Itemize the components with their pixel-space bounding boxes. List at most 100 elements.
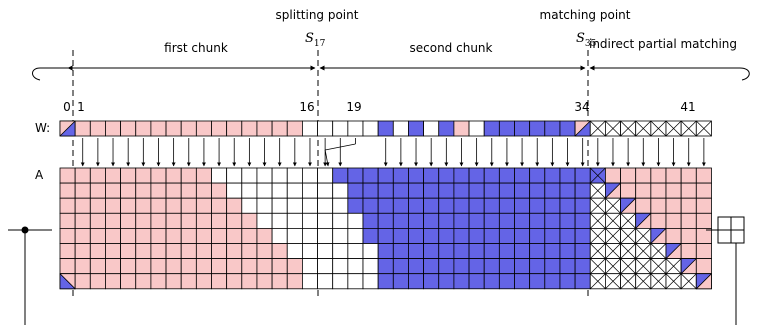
a-cell-1-9 bbox=[195, 182, 212, 199]
a-cell-6-19 bbox=[347, 258, 364, 275]
a-cell-7-24 bbox=[423, 273, 440, 290]
a-cell-7-40 bbox=[665, 273, 682, 290]
a-cell-3-0 bbox=[59, 212, 76, 229]
a-cell-6-15 bbox=[286, 258, 303, 275]
a-cell-3-41 bbox=[680, 212, 697, 229]
a-cell-7-32 bbox=[544, 273, 561, 290]
a-cell-1-31 bbox=[529, 182, 546, 199]
a-cell-7-28 bbox=[483, 273, 500, 290]
a-cell-1-16 bbox=[301, 182, 318, 199]
a-cell-1-35 bbox=[589, 182, 606, 199]
a-cell-3-42 bbox=[695, 212, 712, 229]
a-cell-6-1 bbox=[74, 258, 91, 275]
a-cell-4-26 bbox=[453, 227, 470, 244]
w-cell-38 bbox=[635, 120, 652, 137]
w-cell-25 bbox=[438, 120, 455, 137]
a-cell-6-6 bbox=[150, 258, 167, 275]
a-cell-6-38 bbox=[635, 258, 652, 275]
a-cell-2-42 bbox=[695, 197, 712, 214]
a-cell-7-14 bbox=[271, 273, 288, 290]
a-cell-5-26 bbox=[453, 243, 470, 260]
a-cell-2-2 bbox=[89, 197, 106, 214]
a-cell-1-38 bbox=[635, 182, 652, 199]
a-cell-7-9 bbox=[195, 273, 212, 290]
a-cell-4-30 bbox=[514, 227, 531, 244]
a-cell-0-28 bbox=[483, 167, 500, 184]
index-16: 16 bbox=[299, 100, 314, 114]
a-cell-1-2 bbox=[89, 182, 106, 199]
a-cell-2-5 bbox=[135, 197, 152, 214]
a-cell-7-11 bbox=[226, 273, 243, 290]
w-cell-37 bbox=[620, 120, 637, 137]
a-cell-5-1 bbox=[74, 243, 91, 260]
a-cell-1-25 bbox=[438, 182, 455, 199]
index-34: 34 bbox=[574, 100, 589, 114]
a-cell-1-12 bbox=[241, 182, 258, 199]
w-cell-31 bbox=[529, 120, 546, 137]
a-cell-5-30 bbox=[514, 243, 531, 260]
a-cell-5-23 bbox=[408, 243, 425, 260]
a-cell-7-16 bbox=[301, 273, 318, 290]
a-cell-7-27 bbox=[468, 273, 485, 290]
a-cell-6-20 bbox=[362, 258, 379, 275]
a-cell-3-2 bbox=[89, 212, 106, 229]
a-cell-2-30 bbox=[514, 197, 531, 214]
a-cell-4-8 bbox=[180, 227, 197, 244]
a-cell-6-36 bbox=[605, 258, 621, 275]
a-cell-6-3 bbox=[105, 258, 121, 275]
a-cell-4-19 bbox=[347, 227, 364, 244]
a-cell-5-21 bbox=[377, 243, 394, 260]
w-cell-41 bbox=[680, 120, 697, 137]
a-cell-1-32 bbox=[544, 182, 561, 199]
a-cell-7-30 bbox=[514, 273, 531, 290]
w-cell-39 bbox=[650, 120, 667, 137]
a-cell-2-35 bbox=[589, 197, 606, 214]
index-numbers: 0 1 16 19 34 41 bbox=[63, 100, 695, 114]
a-cell-5-7 bbox=[165, 243, 182, 260]
a-cell-2-12 bbox=[241, 197, 258, 214]
a-cell-4-0 bbox=[59, 227, 76, 244]
a-cell-3-19 bbox=[347, 212, 364, 229]
a-cell-3-34 bbox=[574, 212, 591, 229]
a-cell-4-37 bbox=[620, 227, 637, 244]
a-cell-4-4 bbox=[120, 227, 137, 244]
a-cell-1-26 bbox=[453, 182, 470, 199]
index-19: 19 bbox=[346, 100, 361, 114]
a-cell-1-28 bbox=[483, 182, 500, 199]
a-cell-4-29 bbox=[498, 227, 515, 244]
a-cell-7-3 bbox=[105, 273, 121, 290]
a-cell-0-33 bbox=[559, 167, 576, 184]
w-cell-2 bbox=[89, 120, 106, 137]
a-cell-7-12 bbox=[241, 273, 258, 290]
a-cell-7-22 bbox=[392, 273, 409, 290]
w-cell-22 bbox=[392, 120, 409, 137]
a-cell-4-22 bbox=[392, 227, 409, 244]
a-cell-0-14 bbox=[271, 167, 288, 184]
a-cell-3-12 bbox=[241, 212, 258, 229]
a-cell-4-14 bbox=[271, 227, 288, 244]
a-cell-3-31 bbox=[529, 212, 546, 229]
w-cell-6 bbox=[150, 120, 167, 137]
a-cell-7-7 bbox=[165, 273, 182, 290]
a-cell-4-11 bbox=[226, 227, 243, 244]
a-cell-1-21 bbox=[377, 182, 394, 199]
a-cell-5-0 bbox=[59, 243, 76, 260]
a-cell-6-41 bbox=[680, 258, 697, 275]
a-cell-7-23 bbox=[408, 273, 425, 290]
a-cell-0-23 bbox=[408, 167, 425, 184]
a-cell-2-31 bbox=[529, 197, 546, 214]
second-chunk-label: second chunk bbox=[410, 41, 493, 55]
w-cell-13 bbox=[256, 120, 273, 137]
a-cell-7-21 bbox=[377, 273, 394, 290]
a-grid bbox=[59, 167, 712, 290]
a-cell-0-34 bbox=[574, 167, 591, 184]
w-cell-10 bbox=[211, 120, 228, 137]
a-cell-2-19 bbox=[347, 197, 364, 214]
a-cell-0-37 bbox=[620, 167, 637, 184]
a-cell-7-6 bbox=[150, 273, 167, 290]
a-cell-1-27 bbox=[468, 182, 485, 199]
a-cell-5-6 bbox=[150, 243, 167, 260]
a-cell-2-1 bbox=[74, 197, 91, 214]
arrow-19-bend-c bbox=[324, 149, 330, 167]
a-cell-1-10 bbox=[211, 182, 228, 199]
